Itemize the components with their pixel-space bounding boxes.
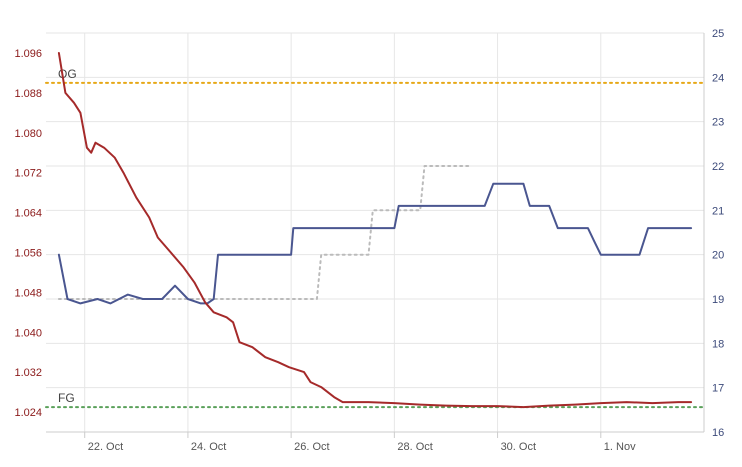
x-tick-label: 26. Oct [294,441,329,453]
series-line-1 [57,182,693,305]
y-right-tick-label: 20 [712,250,724,262]
y-left-tick-label: 1.024 [14,407,42,419]
series-group [57,52,693,409]
x-tick-label: 28. Oct [397,441,432,453]
grid [46,32,704,433]
y-left-tick-label: 1.040 [14,327,42,339]
axes: 16 17 18 19 20 21 22 23 24 25 1.024 1.032 1.040 1.048… [14,28,724,453]
x-tick-label: 22. Oct [88,441,123,453]
x-tick-label: 30. Oct [501,441,536,453]
y-right-tick-label: 19 [712,294,724,306]
x-tick-label: 24. Oct [191,441,226,453]
y-left-tick-label: 1.056 [14,247,42,259]
y-left-tick-label: 1.048 [14,287,42,299]
y-left-tick-label: 1.080 [14,128,42,140]
y-left-tick-label: 1.032 [14,367,42,379]
series-line-0 [57,52,693,409]
y-right-tick-label: 24 [712,72,724,84]
y-left-tick-label: 1.088 [14,88,42,100]
y-right-tick-label: 21 [712,205,724,217]
y-right-tick-label: 25 [712,28,724,40]
y-left-tick-label: 1.064 [14,208,42,220]
series-line-2 [57,165,473,300]
y-left-tick-label: 1.072 [14,168,42,180]
reference-label-fg: FG [58,391,75,405]
y-right-tick-label: 22 [712,161,724,173]
y-right-tick-label: 16 [712,427,724,439]
y-right-tick-label: 23 [712,117,724,129]
x-tick-label: 1. Nov [604,441,636,453]
y-left-tick-label: 1.096 [14,48,42,60]
y-right-tick-label: 18 [712,338,724,350]
y-right-tick-label: 17 [712,383,724,395]
